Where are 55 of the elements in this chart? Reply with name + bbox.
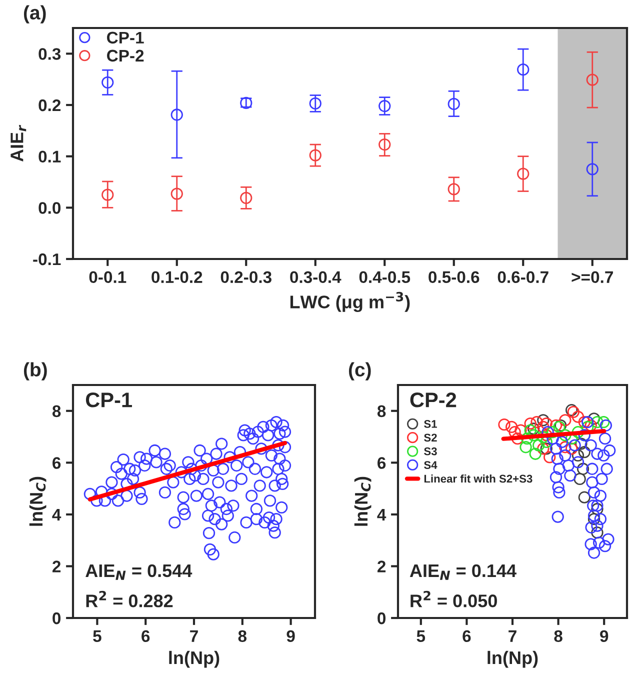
x-tick-label: 5 xyxy=(416,630,426,642)
x-tick-label: 8 xyxy=(238,630,247,642)
x-tick-label: 0.5-0.6 xyxy=(428,271,480,284)
y-axis-title: ln(N$_{C}$) xyxy=(29,476,46,526)
x-tick-label: 6 xyxy=(142,630,150,642)
annotation: R$^{2}$ = 0.050 xyxy=(410,590,497,608)
y-tick-label: -0.1 xyxy=(33,253,61,266)
x-tick-label: 9 xyxy=(600,630,608,642)
x-tick-label: 0.6-0.7 xyxy=(498,271,548,284)
x-tick-label: 0-0.1 xyxy=(89,271,126,284)
x-tick-label: 0.3-0.4 xyxy=(290,271,342,284)
annotation: AIE$_{N}$ = 0.544 xyxy=(86,564,192,580)
x-tick-label: 9 xyxy=(286,630,295,642)
legend-label: CP-2 xyxy=(107,50,144,62)
legend-label: S3 xyxy=(424,447,437,456)
x-tick-label: 0.2-0.3 xyxy=(220,271,272,284)
chart-title: (b) xyxy=(24,362,47,380)
legend-label: S1 xyxy=(424,420,437,428)
y-tick-label: 0 xyxy=(378,612,386,624)
y-tick-label: 8 xyxy=(52,405,61,418)
x-axis-title: LWC (μg m$^{−3}$) xyxy=(290,292,410,312)
x-axis-title: ln(Np) xyxy=(169,650,220,668)
x-tick-label: 8 xyxy=(554,630,562,642)
y-axis-title: AIE$_{r}$ xyxy=(10,124,26,162)
x-tick-label: 0.1-0.2 xyxy=(152,271,202,284)
annotation: AIE$_{N}$ = 0.144 xyxy=(410,564,516,580)
legend-label: Linear fit with S2+S3 xyxy=(424,474,532,483)
x-tick-label: 7 xyxy=(508,630,516,642)
annotation: CP-1 xyxy=(86,392,132,408)
y-tick-label: 0.3 xyxy=(38,48,61,60)
y-tick-label: 8 xyxy=(377,405,386,418)
x-tick-label: 7 xyxy=(190,630,198,642)
x-tick-label: >=0.7 xyxy=(572,271,613,284)
y-tick-label: 2 xyxy=(52,560,61,572)
y-tick-label: 0 xyxy=(52,612,61,624)
y-tick-label: 4 xyxy=(377,509,386,520)
y-tick-label: 0.0 xyxy=(38,202,61,214)
y-tick-label: 0.2 xyxy=(38,99,61,112)
x-axis-title: ln(Np) xyxy=(488,650,538,668)
chart-title: (a) xyxy=(24,5,46,24)
legend-label: S4 xyxy=(424,461,438,469)
x-tick-label: 0.4-0.5 xyxy=(359,271,410,284)
y-axis-title: ln(N$_{C}$) xyxy=(354,476,372,526)
x-tick-label: 5 xyxy=(93,630,102,642)
legend-label: S2 xyxy=(424,434,437,442)
y-tick-label: 2 xyxy=(378,560,386,572)
y-tick-label: 6 xyxy=(52,457,61,469)
annotation: CP-2 xyxy=(410,392,456,408)
y-tick-label: 0.1 xyxy=(38,150,61,163)
chart-title: (c) xyxy=(348,362,371,380)
y-tick-label: 6 xyxy=(378,457,386,469)
x-tick-label: 6 xyxy=(462,630,471,642)
legend-label: CP-1 xyxy=(107,32,144,44)
annotation: R$^{2}$ = 0.282 xyxy=(86,590,173,608)
y-tick-label: 4 xyxy=(52,509,62,520)
